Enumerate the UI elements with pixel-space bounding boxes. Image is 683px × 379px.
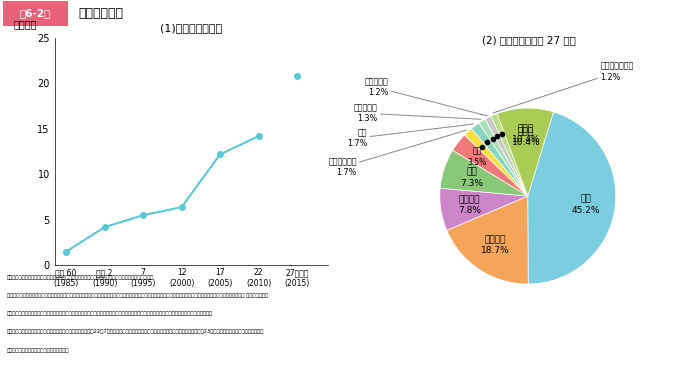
Text: マレーシア
1.2%: マレーシア 1.2% xyxy=(364,77,487,116)
Wedge shape xyxy=(453,135,528,196)
Wedge shape xyxy=(491,114,528,196)
Wedge shape xyxy=(497,108,553,196)
Wedge shape xyxy=(440,150,528,196)
Text: ベトナム
18.7%: ベトナム 18.7% xyxy=(481,235,510,255)
Text: ぶ外国人学生も調査対象としている。: ぶ外国人学生も調査対象としている。 xyxy=(7,348,70,352)
Title: (2) 国別内訳（平成 27 年）: (2) 国別内訳（平成 27 年） xyxy=(482,35,576,45)
Text: ２．なお，出入国管理及び難民認定法の改正により，平成22年7月より従来の「留学」「就学」ビザが一本化されたことに伴い，平成23年度調査からは，日本語教育機関で学: ２．なお，出入国管理及び難民認定法の改正により，平成22年7月より従来の「留学」… xyxy=(7,329,264,334)
Text: その他
10.4%: その他 10.4% xyxy=(512,124,540,144)
Text: 台湾
3.5%: 台湾 3.5% xyxy=(467,147,486,167)
Text: 第6-2図: 第6-2図 xyxy=(20,8,51,18)
Wedge shape xyxy=(447,196,528,284)
Text: 門学校，専修学校（専門課程），我が国の大学に入学するための準備教育課程を設置する教育施設において教育を受ける外国人学生をいう。: 門学校，専修学校（専門課程），我が国の大学に入学するための準備教育課程を設置する… xyxy=(7,311,213,316)
Text: （出典）独立行政法人日本学生支援機構「外国人留学生在籍状況」，文部科学省「留学生受入れの概況」: （出典）独立行政法人日本学生支援機構「外国人留学生在籍状況」，文部科学省「留学生… xyxy=(7,275,154,280)
Text: 中国
45.2%: 中国 45.2% xyxy=(572,194,600,215)
Text: （万人）: （万人） xyxy=(14,19,37,29)
Text: インドネシア
1.7%: インドネシア 1.7% xyxy=(329,130,466,177)
Title: (1)外国人留学生数: (1)外国人留学生数 xyxy=(161,23,222,33)
Wedge shape xyxy=(471,123,528,196)
Wedge shape xyxy=(485,116,528,196)
Wedge shape xyxy=(479,119,528,196)
Text: アメリカ合衆国
1.2%: アメリカ合衆国 1.2% xyxy=(493,62,633,113)
Wedge shape xyxy=(440,188,528,230)
Text: ミャンマー
1.3%: ミャンマー 1.3% xyxy=(354,103,481,123)
FancyBboxPatch shape xyxy=(3,2,68,26)
Wedge shape xyxy=(464,128,528,196)
Text: その他
10.4%: その他 10.4% xyxy=(512,127,540,147)
Text: タイ
1.7%: タイ 1.7% xyxy=(347,124,474,148)
Text: ネパール
7.8%: ネパール 7.8% xyxy=(458,195,481,215)
Text: （注）１．「外国人留学生」とは，出入国管理及び難民認定法別表第１に定める留学の在留資格（いわゆる「留学ビザ」）により，我が国の大学（大学院を含む。），短 期大学: （注）１．「外国人留学生」とは，出入国管理及び難民認定法別表第１に定める留学の在… xyxy=(7,293,268,298)
Wedge shape xyxy=(528,112,616,284)
Text: 外国人留学生: 外国人留学生 xyxy=(79,6,124,20)
Text: 韓国
7.3%: 韓国 7.3% xyxy=(460,168,484,188)
